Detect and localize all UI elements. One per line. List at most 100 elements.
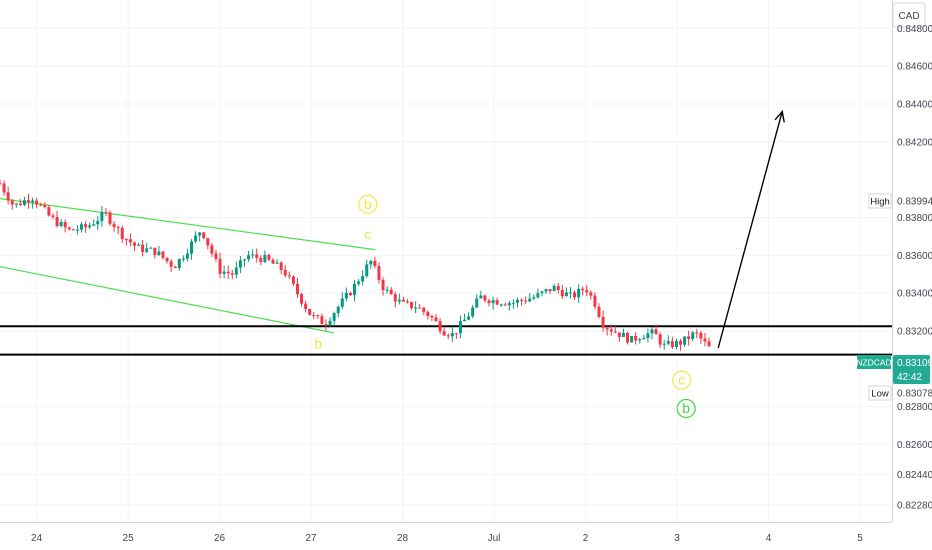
candle: [446, 333, 450, 340]
channel-upper-line[interactable]: [0, 197, 376, 251]
currency-badge[interactable]: [892, 2, 926, 28]
candle: [556, 282, 560, 294]
candle: [71, 228, 75, 231]
candle: [646, 328, 650, 343]
candle: [548, 289, 552, 295]
candle: [707, 337, 711, 347]
candle: [564, 287, 568, 297]
candle: [434, 314, 438, 322]
candle: [63, 219, 67, 233]
candle: [320, 313, 324, 325]
candle: [516, 297, 520, 308]
candle: [458, 315, 462, 339]
x-tick-label: 25: [123, 533, 135, 544]
channel-lower-line[interactable]: [0, 266, 335, 334]
price-axis[interactable]: 0.84800 0.84600 0.84400 0.84200 0.83800 0.836…: [897, 24, 932, 512]
arrow-shaft[interactable]: [717, 111, 783, 349]
candle: [524, 296, 528, 305]
candle: [573, 290, 577, 300]
candle: [393, 291, 397, 308]
last-price-tag[interactable]: NZDCAD 0.83109 42:42: [856, 355, 932, 384]
price-channel[interactable]: [0, 197, 376, 334]
candle: [218, 252, 222, 279]
candle: [145, 242, 149, 254]
x-tick-label: 3: [674, 533, 680, 544]
candle: [609, 324, 613, 336]
candle: [336, 305, 340, 318]
candle: [324, 319, 328, 331]
wave-label-circled: c: [671, 370, 692, 390]
candle: [344, 287, 348, 302]
high-tag: High 0.83994: [868, 193, 932, 209]
candle: [691, 331, 695, 342]
candle: [35, 197, 39, 209]
candles: [0, 179, 711, 351]
svg-text:b: b: [682, 400, 690, 416]
candle: [683, 336, 687, 347]
last-price-box: [893, 355, 930, 384]
candle: [585, 284, 589, 297]
candle: [532, 294, 536, 301]
candle: [116, 225, 120, 235]
high-label-box: [868, 193, 892, 209]
candle: [251, 249, 255, 259]
candle: [132, 241, 136, 251]
candle: [108, 210, 112, 227]
candle: [79, 222, 83, 233]
candle: [401, 296, 405, 303]
support-resistance-lines[interactable]: [0, 325, 892, 356]
candle: [601, 310, 605, 332]
y-tick-label: 0.84200: [897, 137, 932, 148]
candle: [259, 255, 263, 266]
wave-label: c: [364, 226, 371, 242]
candle: [674, 338, 678, 350]
candle: [185, 248, 189, 262]
candle: [568, 287, 572, 299]
candle: [552, 283, 556, 292]
candle: [373, 256, 377, 269]
candle: [479, 290, 483, 299]
time-axis[interactable]: 24 25 26 27 28 Jul 2 3 4 5: [31, 533, 863, 544]
candle: [679, 338, 683, 351]
high-label: High: [870, 197, 890, 208]
candle: [226, 265, 230, 280]
candle: [357, 279, 361, 287]
y-tick-label: 0.83200: [897, 326, 932, 337]
svg-text:c: c: [364, 226, 371, 242]
candle: [495, 297, 499, 306]
candle: [475, 294, 479, 309]
candle: [22, 196, 26, 207]
candle: [507, 300, 511, 311]
low-label-box: [868, 385, 892, 401]
candle: [124, 238, 128, 246]
projection-arrow[interactable]: [717, 110, 785, 349]
candle: [589, 290, 593, 300]
candle: [153, 247, 157, 259]
candle: [43, 202, 47, 209]
candle: [328, 317, 332, 327]
candle: [165, 257, 169, 264]
candle: [112, 221, 116, 232]
axes: CAD: [0, 0, 926, 523]
candle: [263, 250, 267, 264]
candle: [120, 225, 124, 243]
y-tick-label: 0.83400: [897, 289, 932, 300]
high-price: 0.83994: [897, 197, 932, 208]
candle: [670, 336, 674, 349]
candle: [687, 330, 691, 346]
countdown: 42:42: [897, 372, 922, 383]
candle: [304, 300, 308, 313]
low-price: 0.83078: [897, 389, 932, 400]
candle: [487, 298, 491, 307]
candle: [255, 248, 259, 263]
candle: [128, 233, 132, 247]
candle: [593, 292, 597, 310]
candle: [617, 332, 621, 342]
candle: [365, 259, 369, 278]
symbol-label-box: [857, 355, 891, 369]
candle: [695, 328, 699, 339]
candle: [238, 256, 242, 274]
candle: [430, 314, 434, 322]
candle: [353, 280, 357, 302]
